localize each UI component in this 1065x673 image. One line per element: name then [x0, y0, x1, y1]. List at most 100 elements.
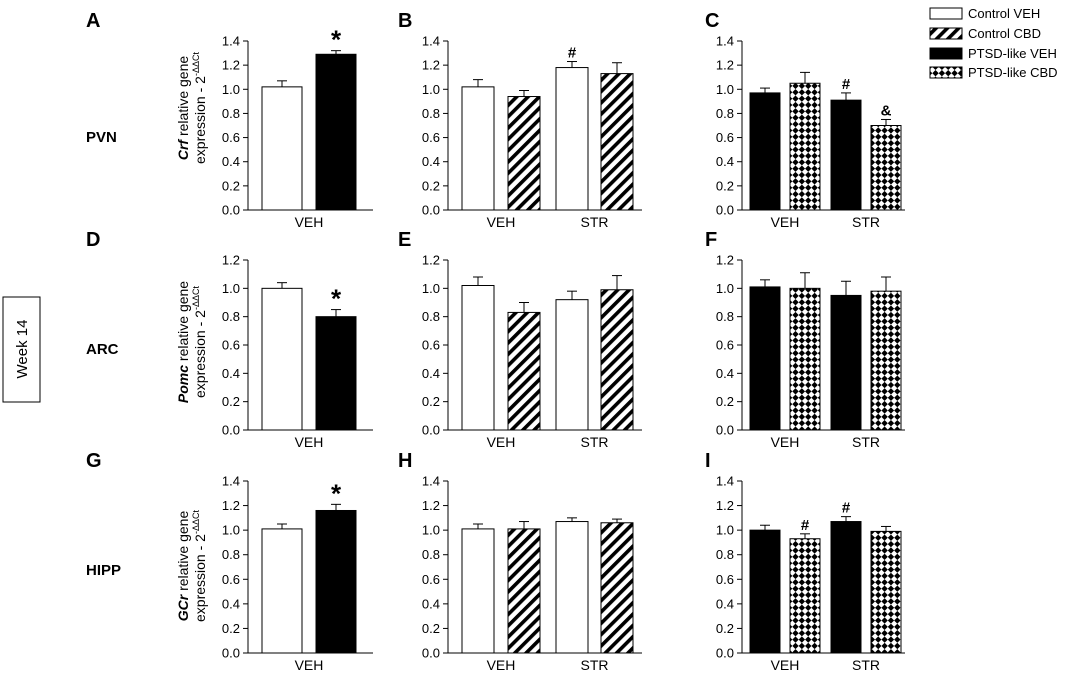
- svg-text:expression - 2-ΔΔCt: expression - 2-ΔΔCt: [191, 510, 208, 622]
- bar: [261, 86, 303, 211]
- y-tick-label: 0.2: [716, 178, 734, 193]
- panel-i: I 0.0 0.2 0.4 0.6 0.8 1.0 1.2 1.4 # # VEH STR: [705, 450, 905, 673]
- x-category-label: VEH: [771, 434, 800, 450]
- x-category-label: VEH: [295, 434, 324, 450]
- y-tick-label: 0.0: [222, 203, 240, 218]
- x-category-label: VEH: [771, 214, 800, 230]
- week-label-box: Week 14: [2, 296, 41, 403]
- bar: [555, 67, 589, 211]
- bar: [600, 522, 634, 654]
- legend: Control VEH Control CBD PTSD-like VEH PT…: [929, 6, 1058, 80]
- svg-text:Pomc relative gene: Pomc relative gene: [175, 281, 191, 403]
- y-tick-label: 1.0: [422, 82, 440, 97]
- y-tick-label: 0.8: [716, 547, 734, 562]
- y-tick-label: 1.0: [222, 82, 240, 97]
- panel-c: C 0.0 0.2 0.4 0.6 0.8 1.0 1.2 1.4 # & VEH STR: [705, 10, 905, 230]
- y-tick-label: 0.6: [716, 572, 734, 587]
- y-tick-label: 0.8: [716, 106, 734, 121]
- y-tick-label: 0.0: [716, 203, 734, 218]
- y-tick-label: 0.0: [716, 646, 734, 661]
- y-tick-label: 0.4: [422, 154, 440, 169]
- significance-mark: #: [842, 76, 851, 93]
- panel-f: F 0.0 0.2 0.4 0.6 0.8 1.0 1.2 VEH STR: [705, 229, 905, 450]
- bar: [789, 538, 821, 654]
- svg-text:Crf relative gene: Crf relative gene: [175, 56, 191, 161]
- y-tick-label: 1.4: [422, 474, 440, 489]
- x-category-label: STR: [852, 657, 880, 673]
- svg-text:GCr relative gene: GCr relative gene: [175, 511, 191, 622]
- bar: [461, 285, 495, 431]
- legend-swatch-control-veh: [929, 7, 963, 20]
- y-tick-label: 0.8: [222, 309, 240, 324]
- y-tick-label: 0.6: [422, 130, 440, 145]
- y-tick-label: 0.4: [422, 596, 440, 611]
- y-tick-label: 0.2: [422, 178, 440, 193]
- svg-text:expression - 2-ΔΔCt: expression - 2-ΔΔCt: [191, 286, 208, 398]
- y-tick-label: 0.4: [716, 596, 734, 611]
- panel-letter: G: [86, 450, 102, 472]
- bar: [870, 530, 902, 654]
- y-tick-label: 0.0: [422, 646, 440, 661]
- bar: [749, 529, 781, 654]
- y-tick-label: 0.0: [422, 203, 440, 218]
- y-tick-label: 0.8: [222, 547, 240, 562]
- bar: [507, 311, 541, 431]
- y-tick-label: 1.4: [422, 34, 440, 49]
- x-category-label: VEH: [487, 434, 516, 450]
- y-tick-label: 1.4: [716, 34, 734, 49]
- panel-b: B 0.0 0.2 0.4 0.6 0.8 1.0 1.2 1.4 # VEH STR: [398, 10, 642, 230]
- panel-a: A 0.0 0.2 0.4 0.6 0.8 1.0 1.2 1.4 * VEH: [86, 10, 373, 230]
- bar: [555, 299, 589, 431]
- bar: [507, 96, 541, 211]
- bar: [261, 528, 303, 654]
- y-tick-label: 1.2: [716, 58, 734, 73]
- y-tick-label: 0.8: [716, 309, 734, 324]
- x-category-label: VEH: [295, 214, 324, 230]
- y-tick-label: 1.4: [222, 34, 240, 49]
- legend-label-control-cbd: Control CBD: [968, 26, 1041, 41]
- bar: [555, 521, 589, 654]
- y-tick-label: 1.2: [716, 253, 734, 268]
- legend-swatch-control-cbd: [929, 27, 963, 40]
- region-label-pvn: PVN: [86, 129, 117, 146]
- panel-letter: F: [705, 229, 717, 251]
- panel-d: D 0.0 0.2 0.4 0.6 0.8 1.0 1.2 * VEH: [86, 229, 373, 450]
- y-tick-label: 0.0: [716, 423, 734, 438]
- x-category-label: VEH: [771, 657, 800, 673]
- x-category-label: VEH: [487, 657, 516, 673]
- y-tick-label: 1.2: [422, 58, 440, 73]
- x-category-label: STR: [581, 214, 609, 230]
- y-tick-label: 1.0: [222, 523, 240, 538]
- bar: [461, 86, 495, 211]
- significance-mark: *: [331, 25, 342, 55]
- svg-text:expression - 2-ΔΔCt: expression - 2-ΔΔCt: [191, 52, 208, 164]
- legend-label-ptsd-veh: PTSD-like VEH: [968, 46, 1057, 61]
- y-tick-label: 0.4: [222, 366, 240, 381]
- bar: [870, 125, 902, 211]
- ylabel-crf: Crf relative gene expression - 2-ΔΔCt: [175, 52, 208, 164]
- y-tick-label: 0.6: [222, 572, 240, 587]
- bar: [830, 521, 862, 654]
- y-tick-label: 0.2: [222, 178, 240, 193]
- y-tick-label: 0.8: [422, 106, 440, 121]
- bar: [789, 287, 821, 431]
- bar: [461, 528, 495, 654]
- y-tick-label: 0.0: [222, 646, 240, 661]
- bar: [600, 73, 634, 211]
- legend-label-ptsd-cbd: PTSD-like CBD: [968, 65, 1058, 80]
- y-tick-label: 0.6: [422, 572, 440, 587]
- panel-letter: D: [86, 229, 100, 251]
- ylabel-gcr: GCr relative gene expression - 2-ΔΔCt: [175, 510, 208, 622]
- y-tick-label: 0.4: [422, 366, 440, 381]
- y-tick-label: 0.2: [422, 394, 440, 409]
- significance-mark: *: [331, 478, 342, 508]
- bar: [830, 294, 862, 431]
- y-tick-label: 1.2: [222, 498, 240, 513]
- y-tick-label: 0.2: [716, 394, 734, 409]
- y-tick-label: 1.2: [422, 253, 440, 268]
- y-tick-label: 1.4: [222, 474, 240, 489]
- region-label-hipp: HIPP: [86, 562, 121, 579]
- y-tick-label: 0.4: [222, 596, 240, 611]
- bar: [749, 286, 781, 431]
